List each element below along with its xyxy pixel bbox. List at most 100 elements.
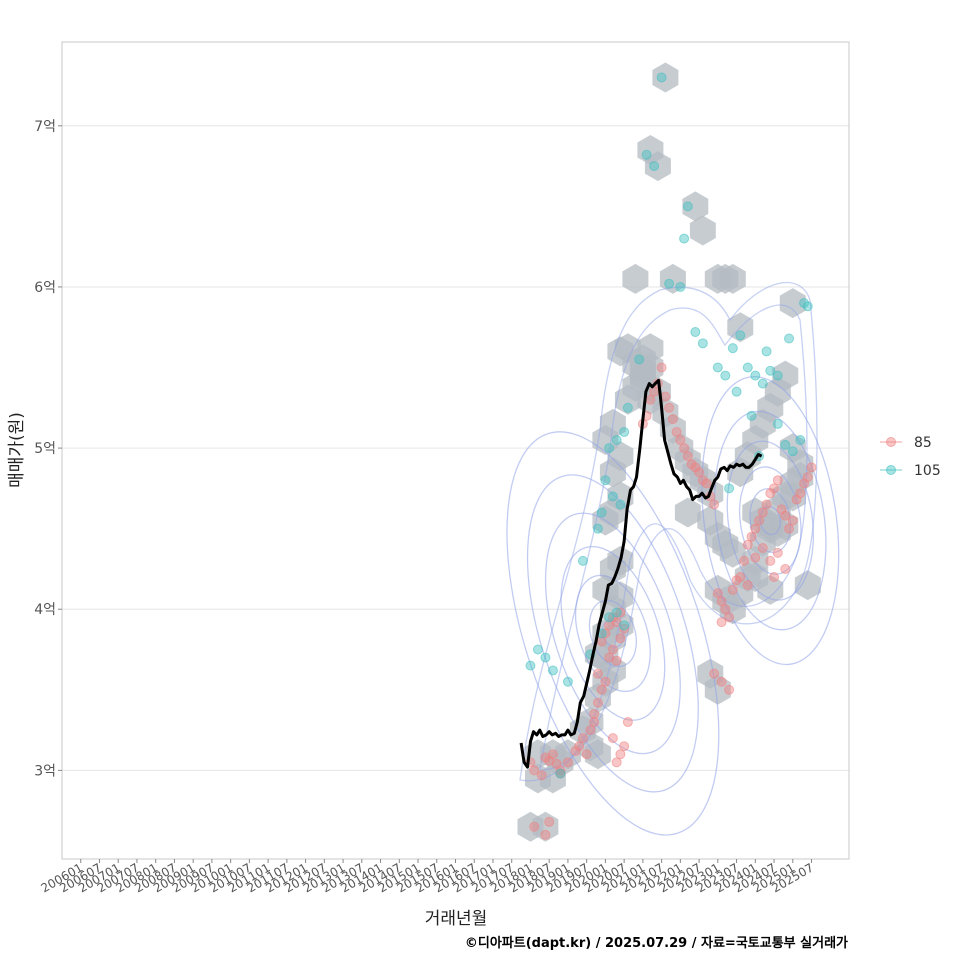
data-point-105 bbox=[772, 418, 783, 429]
data-point-85 bbox=[581, 749, 592, 760]
data-point-105 bbox=[611, 435, 622, 446]
data-point-105 bbox=[787, 446, 798, 457]
data-point-85 bbox=[671, 426, 682, 437]
hexbin bbox=[637, 333, 664, 364]
x-axis-title: 거래년월 bbox=[425, 909, 488, 929]
y-tick-label-4: 7억 bbox=[34, 119, 56, 135]
data-point-105 bbox=[607, 491, 618, 502]
data-point-105 bbox=[634, 354, 645, 365]
data-point-85 bbox=[724, 684, 735, 695]
data-point-85 bbox=[716, 596, 727, 607]
hexbin bbox=[704, 674, 731, 705]
hexbin bbox=[622, 263, 649, 294]
data-point-105 bbox=[724, 483, 735, 494]
data-point-85 bbox=[679, 443, 690, 454]
data-point-85 bbox=[769, 483, 780, 494]
data-point-105 bbox=[761, 346, 772, 357]
data-point-85 bbox=[735, 571, 746, 582]
data-point-85 bbox=[772, 475, 783, 486]
hexbin bbox=[779, 288, 806, 319]
data-point-85 bbox=[724, 612, 735, 623]
data-point-85 bbox=[600, 676, 611, 687]
hexbin bbox=[719, 263, 746, 294]
data-point-85 bbox=[709, 668, 720, 679]
data-point-105 bbox=[731, 386, 742, 397]
contour-envelope bbox=[519, 281, 818, 782]
y-axis-title: 매매가(원) bbox=[7, 412, 27, 488]
data-point-85 bbox=[611, 655, 622, 666]
legend-85-marker bbox=[886, 437, 896, 447]
data-point-85 bbox=[795, 488, 806, 499]
data-point-105 bbox=[690, 327, 701, 338]
data-point-85 bbox=[754, 515, 765, 526]
points-85-layer bbox=[525, 362, 817, 840]
contour-ring bbox=[506, 431, 720, 836]
data-point-105 bbox=[619, 620, 630, 631]
data-point-85 bbox=[611, 757, 622, 768]
data-point-85 bbox=[750, 552, 761, 563]
grid-lines bbox=[62, 125, 849, 771]
hexbin bbox=[644, 151, 671, 182]
data-point-85 bbox=[536, 770, 547, 781]
data-point-105 bbox=[596, 507, 607, 518]
data-point-85 bbox=[664, 402, 675, 413]
data-point-85 bbox=[619, 741, 630, 752]
data-point-105 bbox=[641, 149, 652, 160]
data-point-85 bbox=[574, 741, 585, 752]
data-point-105 bbox=[622, 402, 633, 413]
data-point-105 bbox=[727, 343, 738, 354]
data-point-85 bbox=[555, 765, 566, 776]
data-point-105 bbox=[611, 607, 622, 618]
data-point-85 bbox=[615, 749, 626, 760]
data-point-105 bbox=[675, 281, 686, 292]
data-point-85 bbox=[720, 604, 731, 615]
data-point-105 bbox=[547, 665, 558, 676]
contour-ring bbox=[560, 545, 666, 721]
legend-105-marker bbox=[886, 465, 896, 475]
data-point-105 bbox=[577, 555, 588, 566]
data-point-85 bbox=[589, 717, 600, 728]
data-point-105 bbox=[746, 410, 757, 421]
data-point-85 bbox=[540, 829, 551, 840]
data-point-85 bbox=[607, 644, 618, 655]
data-point-105 bbox=[780, 439, 791, 450]
data-point-85 bbox=[787, 515, 798, 526]
hexbin bbox=[674, 497, 701, 528]
data-point-85 bbox=[667, 414, 678, 425]
data-point-105 bbox=[649, 161, 660, 172]
data-point-105 bbox=[712, 362, 723, 373]
data-point-85 bbox=[656, 362, 667, 373]
data-point-85 bbox=[769, 571, 780, 582]
data-point-85 bbox=[529, 821, 540, 832]
y-axis-ticks: 3억 4억 5억 6억 7억 bbox=[34, 119, 62, 779]
contour-ring bbox=[588, 599, 637, 668]
data-point-85 bbox=[701, 478, 712, 489]
data-point-105 bbox=[757, 378, 768, 389]
hexbin bbox=[659, 263, 686, 294]
data-point-85 bbox=[577, 733, 588, 744]
data-point-105 bbox=[750, 370, 761, 381]
legend-85-label: 85 bbox=[914, 435, 932, 451]
y-tick-label-1: 4억 bbox=[34, 602, 56, 618]
y-tick-label-0: 3억 bbox=[34, 763, 56, 779]
data-point-105 bbox=[765, 365, 776, 376]
data-point-85 bbox=[716, 617, 727, 628]
data-point-85 bbox=[806, 462, 817, 473]
data-point-85 bbox=[682, 451, 693, 462]
legend: 85 105 bbox=[880, 435, 941, 479]
data-point-85 bbox=[709, 499, 720, 510]
data-point-85 bbox=[622, 717, 633, 728]
data-point-85 bbox=[589, 708, 600, 719]
density-contours bbox=[506, 281, 840, 836]
contour-ring bbox=[544, 512, 681, 755]
contour-ring bbox=[574, 574, 651, 693]
hexbin bbox=[682, 191, 709, 222]
data-point-105 bbox=[656, 72, 667, 83]
data-point-105 bbox=[784, 333, 795, 344]
data-point-105 bbox=[742, 362, 753, 373]
data-point-105 bbox=[592, 523, 603, 534]
data-point-85 bbox=[694, 467, 705, 478]
legend-105-label: 105 bbox=[914, 463, 941, 479]
hexbin bbox=[757, 574, 784, 605]
